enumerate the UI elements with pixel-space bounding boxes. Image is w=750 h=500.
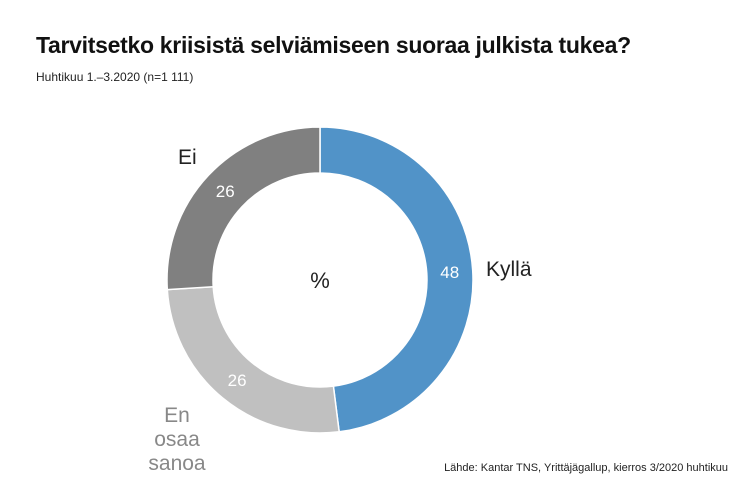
- data-label: 26: [216, 182, 235, 201]
- category-label-line: sanoa: [148, 452, 206, 475]
- chart-title: Tarvitsetko kriisistä selviämiseen suora…: [36, 32, 631, 58]
- category-label-line: Kyllä: [486, 258, 532, 281]
- center-label: %: [310, 268, 330, 293]
- category-label-kylla: Kyllä: [486, 258, 532, 282]
- data-label: 26: [228, 371, 247, 390]
- category-label-line: Ei: [178, 146, 197, 169]
- chart-subtitle: Huhtikuu 1.–3.2020 (n=1 111): [36, 70, 194, 84]
- category-label-line: En osaa: [154, 404, 200, 451]
- source-note: Lähde: Kantar TNS, Yrittäjägallup, kierr…: [444, 462, 728, 474]
- donut-slice-ei: [166, 126, 321, 291]
- data-label: 48: [440, 263, 459, 282]
- category-label-ei: Ei: [178, 146, 197, 170]
- category-label-en-osaa-sanoa: En osaa sanoa: [140, 404, 214, 476]
- donut-slice-kyllä: [319, 126, 474, 433]
